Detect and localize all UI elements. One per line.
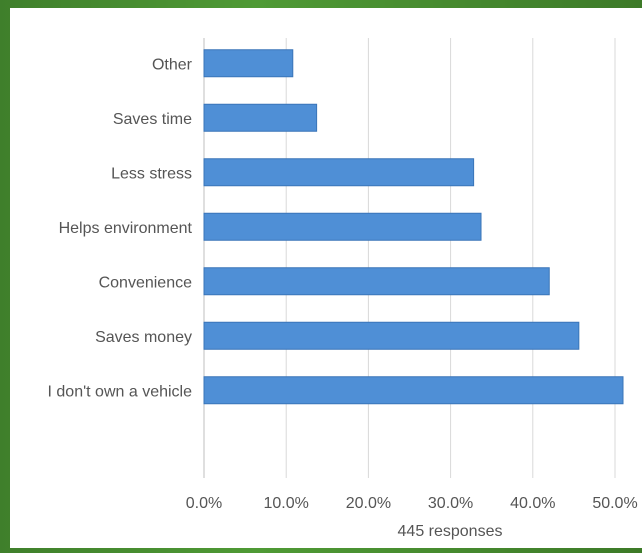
bar xyxy=(203,376,624,405)
x-tick-label: 20.0% xyxy=(346,495,391,512)
x-tick-label: 10.0% xyxy=(264,495,309,512)
category-label: I don't own a vehicle xyxy=(48,383,193,400)
category-label: Less stress xyxy=(111,165,192,182)
bar xyxy=(203,267,550,296)
category-label: Other xyxy=(152,56,193,73)
x-tick-label: 50.0% xyxy=(592,495,637,512)
bar-chart: 0.0% 10.0% 20.0% 30.0% 40.0% 50.0% Other Saves … xyxy=(48,38,638,540)
bar xyxy=(203,321,580,350)
bar xyxy=(203,103,318,132)
x-tick-label: 40.0% xyxy=(510,495,555,512)
category-label: Convenience xyxy=(99,274,193,291)
bar xyxy=(203,49,294,78)
bar xyxy=(203,212,482,241)
x-axis-caption: 445 responses xyxy=(398,523,503,540)
chart-panel: 0.0% 10.0% 20.0% 30.0% 40.0% 50.0% Other Saves … xyxy=(10,8,642,548)
x-tick-label: 30.0% xyxy=(428,495,473,512)
category-label: Helps environment xyxy=(59,220,193,237)
category-label: Saves money xyxy=(95,329,192,346)
bar xyxy=(203,158,475,187)
x-tick-label: 0.0% xyxy=(186,495,222,512)
category-label: Saves time xyxy=(113,111,192,128)
